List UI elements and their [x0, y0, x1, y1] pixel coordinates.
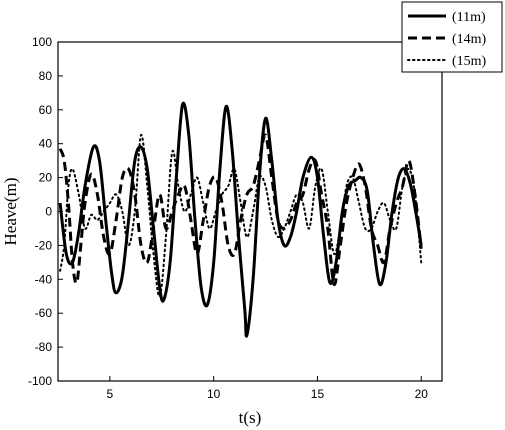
x-tick-label: 10 [207, 387, 221, 401]
series-line-1 [58, 133, 423, 286]
legend-label-2: (15m) [452, 54, 487, 69]
y-tick-label: -60 [35, 306, 53, 320]
y-tick-label: -20 [35, 238, 53, 252]
x-tick-label: 20 [415, 387, 429, 401]
y-axis-title: Heave(m) [1, 178, 20, 246]
y-tick-label: 40 [39, 137, 53, 151]
y-tick-label: -80 [35, 340, 53, 354]
series-layer [58, 101, 423, 338]
y-tick-label: -100 [28, 374, 52, 388]
x-tick-label: 15 [311, 387, 325, 401]
y-tick-label: 60 [39, 103, 53, 117]
legend-label-0: (11m) [452, 10, 486, 25]
y-tick-label: 100 [32, 35, 52, 49]
y-tick-label: -40 [35, 272, 53, 286]
x-axis-ticks: 5 10 15 20 [107, 376, 429, 401]
y-axis-ticks: -100 -80 -60 -40 -20 0 20 40 60 80 100 [28, 35, 63, 388]
series-line-0 [58, 101, 423, 338]
plot-area [57, 41, 443, 382]
x-axis-title: t(s) [239, 408, 262, 427]
y-tick-label: 20 [39, 171, 53, 185]
legend-label-1: (14m) [452, 32, 487, 47]
x-tick-label: 5 [107, 387, 114, 401]
series-line-2 [59, 134, 423, 298]
legend: (11m) (14m) (15m) [401, 1, 503, 73]
plot-frame [57, 41, 443, 382]
y-tick-label: 0 [45, 205, 52, 219]
legend-box [401, 1, 503, 73]
y-tick-label: 80 [39, 69, 53, 83]
